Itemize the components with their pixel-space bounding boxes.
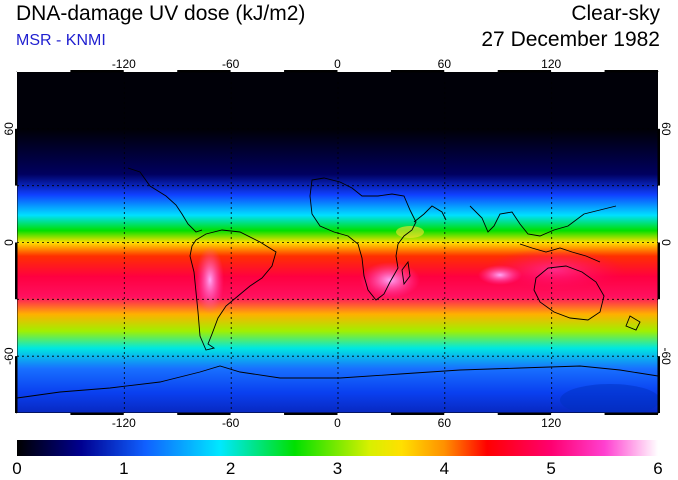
australia-hotspot (485, 248, 625, 292)
lon-tick-label-top: -120 (112, 57, 136, 71)
lat-tick-label-right: 0 (659, 239, 673, 246)
andes-hotspot (196, 246, 224, 314)
arabia-coast (413, 205, 447, 223)
lon-tick-label-top: 60 (438, 57, 452, 71)
frame-bar-bottom (390, 413, 445, 415)
antarctic-patch (560, 384, 658, 413)
frame-bar-right (658, 242, 660, 300)
frame-bar-left (15, 128, 17, 186)
frame-bar-bottom (70, 413, 124, 415)
colorbar-tick-label: 0 (12, 459, 21, 478)
frame-bar-top (444, 70, 498, 72)
frame-bar-top (390, 70, 445, 72)
colorbar (17, 440, 658, 456)
lat-tick-label-left: -60 (2, 347, 16, 365)
map-field (17, 72, 658, 413)
frame-bar-top (284, 70, 338, 72)
africa-coast (309, 177, 417, 301)
australia-coast (533, 265, 605, 321)
frame-bar-top (337, 70, 391, 72)
lon-tick-label-top: -60 (222, 57, 240, 71)
frame-bar-right (658, 72, 660, 129)
lon-tick-label-bottom: 120 (541, 416, 561, 430)
right-latitude-labels: 60 0 -60 (659, 122, 673, 365)
indian-ocean-hotspot (478, 265, 522, 285)
frame-bar-left (15, 242, 17, 300)
lon-tick-label-bottom: 0 (334, 416, 341, 430)
frame-bar-top (551, 70, 605, 72)
map-title: DNA-damage UV dose (kJ/m2) (16, 2, 306, 25)
frame-bar-top (177, 70, 231, 72)
frame-bar-left (15, 72, 17, 129)
southern-africa-hotspot (360, 262, 420, 298)
frame-bar-top (497, 70, 552, 72)
antarctica-coast (16, 365, 659, 399)
north-america-coast (127, 167, 203, 233)
frame-bar-top (17, 70, 71, 72)
south-america-coast (189, 229, 277, 351)
madagascar-coast (401, 260, 411, 286)
frame-bar-right (658, 356, 660, 413)
frame-tick-bars (15, 70, 660, 415)
asia-coast (469, 205, 617, 237)
frame-bar-bottom (230, 413, 285, 415)
frame-bar-bottom (604, 413, 658, 415)
frame-bar-bottom (497, 413, 552, 415)
gridlines (17, 72, 658, 413)
colorbar-tick-label: 5 (546, 459, 555, 478)
indonesia-coast (519, 243, 601, 263)
left-latitude-labels: 60 0 -60 (2, 122, 16, 365)
colorbar-tick-label: 6 (653, 459, 662, 478)
frame-bar-right (658, 128, 660, 186)
colorbar-tick-labels: 0 1 2 3 4 5 6 (12, 459, 662, 478)
lat-tick-label-right: -60 (659, 347, 673, 365)
lon-tick-label-top: 0 (334, 57, 341, 71)
coastlines (16, 167, 659, 399)
frame-bar-bottom (551, 413, 605, 415)
sky-condition-label: Clear-sky (571, 2, 660, 25)
frame-bar-bottom (444, 413, 498, 415)
frame-bar-left (15, 356, 17, 413)
frame-bar-top (70, 70, 124, 72)
lat-tick-label-left: 60 (2, 122, 16, 136)
lon-tick-label-bottom: 60 (438, 416, 452, 430)
frame-bar-bottom (17, 413, 71, 415)
frame-bar-bottom (123, 413, 178, 415)
lat-tick-label-right: 60 (659, 122, 673, 136)
top-longitude-labels: -120 -60 0 60 120 (112, 57, 562, 71)
frame-bar-left (15, 185, 17, 243)
bottom-longitude-labels: -120 -60 0 60 120 (112, 416, 562, 430)
frame-bar-top (123, 70, 178, 72)
lon-tick-label-bottom: -60 (222, 416, 240, 430)
frame-bar-bottom (177, 413, 231, 415)
lon-tick-label-top: 120 (541, 57, 561, 71)
frame-bar-bottom (337, 413, 391, 415)
lon-tick-label-bottom: -120 (112, 416, 136, 430)
colorbar-tick-label: 4 (440, 459, 449, 478)
lat-tick-label-left: 0 (2, 239, 16, 246)
data-source-label: MSR - KNMI (16, 32, 106, 49)
date-label: 27 December 1982 (481, 28, 660, 51)
frame-bar-right (658, 299, 660, 357)
frame-bar-top (230, 70, 285, 72)
frame-bar-top (604, 70, 658, 72)
frame-bar-bottom (284, 413, 338, 415)
colorbar-tick-label: 1 (119, 459, 128, 478)
frame-bar-left (15, 299, 17, 357)
frame-bar-right (658, 185, 660, 243)
colorbar-tick-label: 3 (333, 459, 342, 478)
colorbar-tick-label: 2 (226, 459, 235, 478)
new-zealand-coast (625, 315, 641, 331)
